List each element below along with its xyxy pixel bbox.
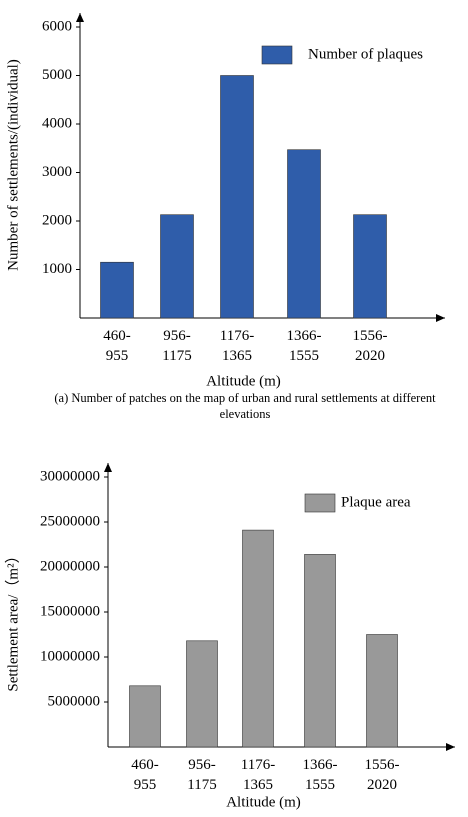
legend-label: Number of plaques (308, 46, 423, 62)
x-tick-label: 1366-1555 (302, 757, 338, 793)
y-arrow (104, 463, 112, 472)
legend-swatch (261, 45, 293, 65)
bar (304, 554, 336, 748)
y-tick-label: 25000000 (40, 513, 100, 529)
y-tick-label: 20000000 (40, 558, 100, 574)
x-arrow (436, 314, 445, 322)
y-tick-label: 30000000 (40, 468, 100, 484)
bar (287, 149, 321, 319)
x-axis-label: Altitude (m) (226, 794, 301, 810)
y-tick-label: 6000 (42, 18, 72, 34)
x-tick-label: 956-1175 (187, 757, 217, 793)
x-tick-label: 460-955 (131, 757, 159, 793)
y-tick-label: 5000 (42, 67, 72, 83)
bar (353, 214, 387, 319)
x-axis-label: Altitude (m) (206, 373, 281, 389)
x-tick-label: 1556-2020 (364, 757, 400, 793)
y-tick-label: 10000000 (40, 648, 100, 664)
x-tick-label: 1556-2020 (352, 328, 388, 364)
y-tick-label: 1000 (42, 261, 72, 277)
y-axis-label: Number of settlements/(individual) (5, 59, 21, 271)
y-tick-label: 15000000 (40, 603, 100, 619)
y-arrow (76, 13, 84, 22)
bar (160, 214, 194, 319)
y-tick-label: 4000 (42, 115, 72, 131)
x-tick-label: 460-955 (103, 328, 131, 364)
caption: (a) Number of patches on the map of urba… (54, 391, 436, 421)
bar (129, 685, 161, 748)
y-axis-label: Settlement area/（m²） (4, 548, 21, 691)
y-tick-label: 3000 (42, 164, 72, 180)
x-tick-label: 1176-1365 (240, 757, 276, 793)
y-tick-label: 5000000 (48, 693, 101, 709)
x-tick-label: 1366-1555 (286, 328, 322, 364)
x-arrow (446, 743, 455, 751)
x-tick-label: 956-1175 (162, 328, 192, 364)
x-tick-label: 1176-1365 (219, 328, 255, 364)
legend-swatch (304, 493, 336, 513)
y-tick-label: 2000 (42, 212, 72, 228)
bar (220, 75, 254, 319)
bar (100, 261, 134, 319)
legend-label: Plaque area (341, 494, 411, 510)
bar (242, 529, 274, 748)
bar (366, 634, 398, 748)
bar (186, 640, 218, 748)
